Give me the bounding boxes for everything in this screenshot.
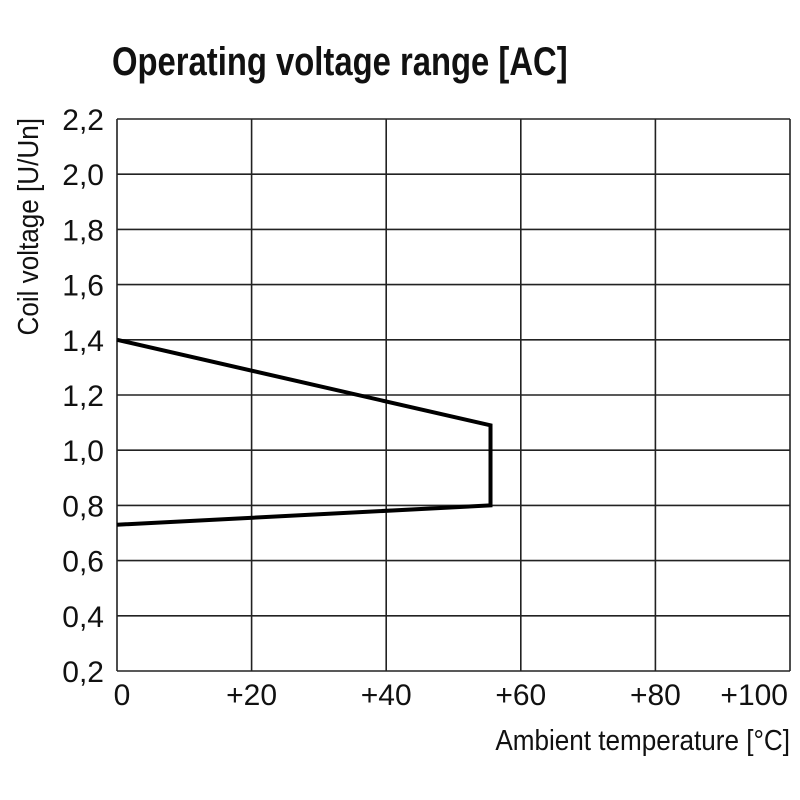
y-tick-label: 0,2 [62,656,104,689]
y-tick-label: 1,6 [62,270,104,303]
y-tick-label: 1,2 [62,380,104,413]
x-tick-label: +20 [226,679,277,712]
y-tick-label: 0,4 [62,601,104,634]
y-tick-label: 2,2 [62,104,104,137]
x-tick-label: +60 [495,679,546,712]
x-axis-label: Ambient temperature [°C] [495,724,790,757]
y-axis-label: Coil voltage [U/Un] [12,118,45,336]
x-tick-label: 0 [114,679,131,712]
x-tick-label: +40 [361,679,412,712]
y-tick-label: 1,4 [62,325,104,358]
y-tick-label: 1,8 [62,214,104,247]
y-tick-label: 2,0 [62,159,104,192]
x-tick-label: +80 [630,679,681,712]
chart-title: Operating voltage range [AC] [112,40,568,84]
x-tick-label: +100 [720,679,788,712]
y-tick-label: 0,8 [62,490,104,523]
y-tick-label: 0,6 [62,546,104,579]
y-tick-label: 1,0 [62,435,104,468]
operating-range-line [116,337,493,527]
